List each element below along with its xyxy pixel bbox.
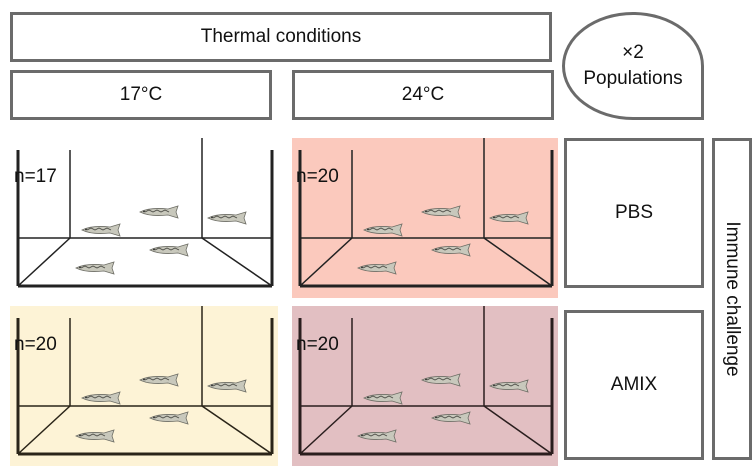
tank-24c-amix: n=20 [292,306,558,466]
tank-outline [16,306,274,456]
thermal-conditions-header: Thermal conditions [10,12,552,62]
tank-illustration [10,138,278,298]
sample-size-label: n=20 [296,334,339,355]
fish-group [357,373,529,443]
thermal-conditions-label: Thermal conditions [200,26,362,47]
fish-icon [363,223,403,237]
fish-icon [149,243,189,257]
fish-icon [149,411,189,425]
populations-bubble: ×2 Populations [562,12,704,120]
temperature-24-label: 24°C [401,84,445,105]
tank-outline [298,306,554,456]
fish-icon [207,379,247,393]
fish-group [75,205,247,275]
fish-icon [421,373,461,387]
fish-icon [357,261,397,275]
fish-icon [489,211,529,225]
temperature-17-box: 17°C [10,70,272,120]
tank-17c-pbs: n=17 [10,138,278,298]
temperature-24-box: 24°C [292,70,554,120]
fish-icon [431,243,471,257]
immune-challenge-box: Immune challenge [712,138,752,460]
fish-icon [421,205,461,219]
tank-17c-amix: n=20 [10,306,278,466]
tank-outline [16,138,274,288]
tank-illustration [10,306,278,466]
fish-icon [139,205,179,219]
fish-icon [139,373,179,387]
fish-group [75,373,247,443]
fish-icon [81,223,121,237]
fish-icon [489,379,529,393]
populations-label: Populations [583,68,683,89]
fish-icon [75,429,115,443]
sample-size-label: n=17 [14,166,57,187]
tank-24c-pbs: n=20 [292,138,558,298]
fish-icon [207,211,247,225]
sample-size-label: n=20 [14,334,57,355]
pbs-treatment-box: PBS [564,138,704,288]
populations-multiplier: ×2 [622,42,644,64]
fish-icon [81,391,121,405]
sample-size-label: n=20 [296,166,339,187]
amix-treatment-box: AMIX [564,310,704,460]
fish-icon [363,391,403,405]
immune-challenge-label: Immune challenge [722,221,743,377]
tank-illustration [292,306,558,466]
fish-icon [75,261,115,275]
pbs-label: PBS [614,202,654,223]
fish-group [357,205,529,275]
amix-label: AMIX [610,374,658,395]
fish-icon [431,411,471,425]
tank-outline [298,138,554,288]
fish-icon [357,429,397,443]
temperature-17-label: 17°C [119,84,163,105]
tank-illustration [292,138,558,298]
